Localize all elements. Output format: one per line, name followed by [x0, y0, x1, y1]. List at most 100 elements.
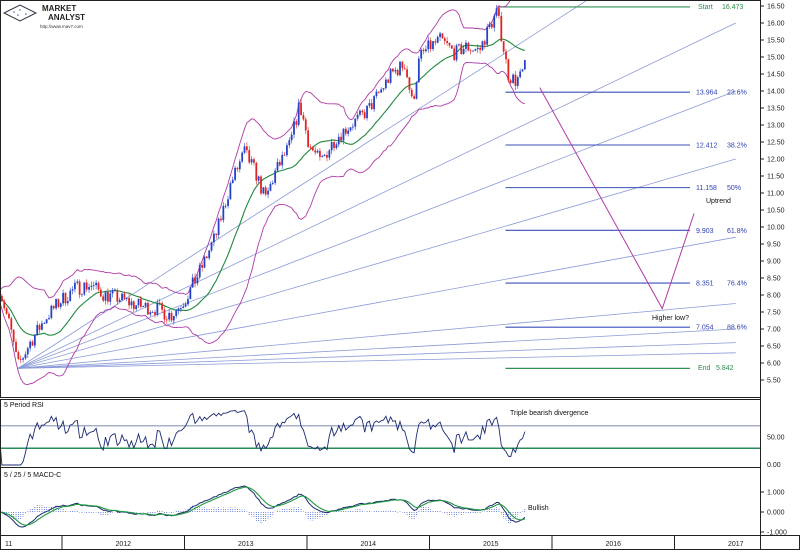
candle-body: [423, 50, 425, 51]
x-tick-label: 2012: [115, 541, 131, 548]
candle: [467, 42, 469, 51]
candle-body: [72, 289, 74, 290]
candle: [500, 12, 502, 42]
candle-body: [293, 121, 295, 134]
candle-body: [319, 151, 321, 157]
candle-body: [220, 219, 222, 221]
fib-level-value: 12.412: [696, 142, 718, 149]
candle-body: [368, 103, 370, 106]
candle-body: [187, 299, 189, 304]
candle: [147, 301, 149, 315]
fib-level-pct: 50%: [727, 185, 741, 192]
candle-body: [493, 16, 495, 28]
candle-body: [277, 162, 279, 171]
y-tick-label: 8.50: [767, 276, 781, 283]
candle-body: [477, 48, 479, 49]
macd-tick-label: 0.000: [767, 510, 785, 517]
candle-body: [168, 313, 170, 320]
y-tick-label: 6.00: [767, 361, 781, 368]
candle-body: [69, 291, 71, 301]
candle-body: [498, 8, 500, 16]
candle-body: [380, 89, 382, 92]
y-tick-label: 15.50: [767, 38, 785, 45]
candle-body: [378, 92, 380, 93]
candle-body: [267, 191, 269, 195]
candle-body: [171, 313, 173, 321]
candle-body: [48, 318, 50, 319]
candle-body: [185, 304, 187, 306]
candle: [204, 255, 206, 268]
candle-body: [500, 16, 502, 41]
candle-body: [164, 310, 166, 320]
candle: [298, 99, 300, 127]
candle: [418, 56, 420, 82]
fib-end-label: End: [698, 365, 711, 372]
candle-body: [239, 162, 241, 170]
candle: [262, 187, 264, 194]
candle-body: [317, 151, 319, 153]
candle-body: [253, 159, 255, 163]
x-tick-label: 2013: [238, 541, 254, 548]
logo-line2: ANALYST: [48, 13, 85, 22]
candle-body: [364, 112, 366, 118]
candle-body: [206, 257, 208, 258]
candle-body: [295, 121, 297, 125]
candle-body: [53, 306, 55, 309]
candle-body: [225, 206, 227, 207]
rsi-tick-label: 50.00: [767, 435, 785, 442]
candle-body: [432, 41, 434, 49]
candle: [507, 58, 509, 82]
candle-body: [519, 71, 521, 77]
candle-body: [385, 80, 387, 89]
candle: [486, 24, 488, 47]
fib-level-pct: 88.6%: [727, 325, 747, 332]
candle-body: [522, 69, 524, 71]
uptrend-annotation: Uptrend: [706, 198, 731, 205]
candle-body: [392, 69, 394, 72]
candle-body: [373, 96, 375, 109]
candle-body: [387, 80, 389, 83]
candle-body: [161, 303, 163, 310]
candle-body: [272, 183, 274, 184]
candle-body: [140, 299, 142, 307]
candle-body: [86, 282, 88, 289]
candle-body: [376, 92, 378, 96]
candle-body: [399, 62, 401, 75]
candle-body: [359, 111, 361, 115]
candle-body: [284, 155, 286, 156]
candle-body: [312, 147, 314, 150]
candle-body: [126, 298, 128, 299]
candle-body: [152, 312, 154, 313]
candle-body: [338, 137, 340, 145]
candle: [50, 305, 52, 320]
candle-body: [425, 49, 427, 51]
candle-body: [67, 301, 69, 303]
candle-body: [314, 150, 316, 152]
candle-body: [138, 299, 140, 305]
candle-body: [352, 127, 354, 128]
candle-body: [65, 293, 67, 303]
candle-body: [486, 27, 488, 45]
candle-body: [81, 294, 83, 295]
candle-body: [244, 146, 246, 152]
candle-body: [229, 183, 231, 199]
candle-body: [60, 303, 62, 307]
candle-body: [331, 142, 333, 150]
candle: [83, 282, 85, 296]
higher-low-annotation: Higher low?: [652, 315, 689, 322]
candle-body: [286, 145, 288, 155]
candle-body: [357, 115, 359, 119]
candle-body: [147, 303, 149, 315]
candle-body: [43, 323, 45, 324]
candle-body: [213, 234, 215, 243]
candle-body: [27, 348, 29, 354]
candle-body: [74, 283, 76, 289]
candle-body: [222, 206, 224, 220]
candle-body: [326, 155, 328, 158]
candle-body: [371, 103, 373, 109]
candle-body: [13, 330, 15, 342]
candle-body: [413, 96, 415, 99]
candle: [234, 166, 236, 181]
candle-body: [340, 137, 342, 141]
candle-body: [401, 62, 403, 68]
